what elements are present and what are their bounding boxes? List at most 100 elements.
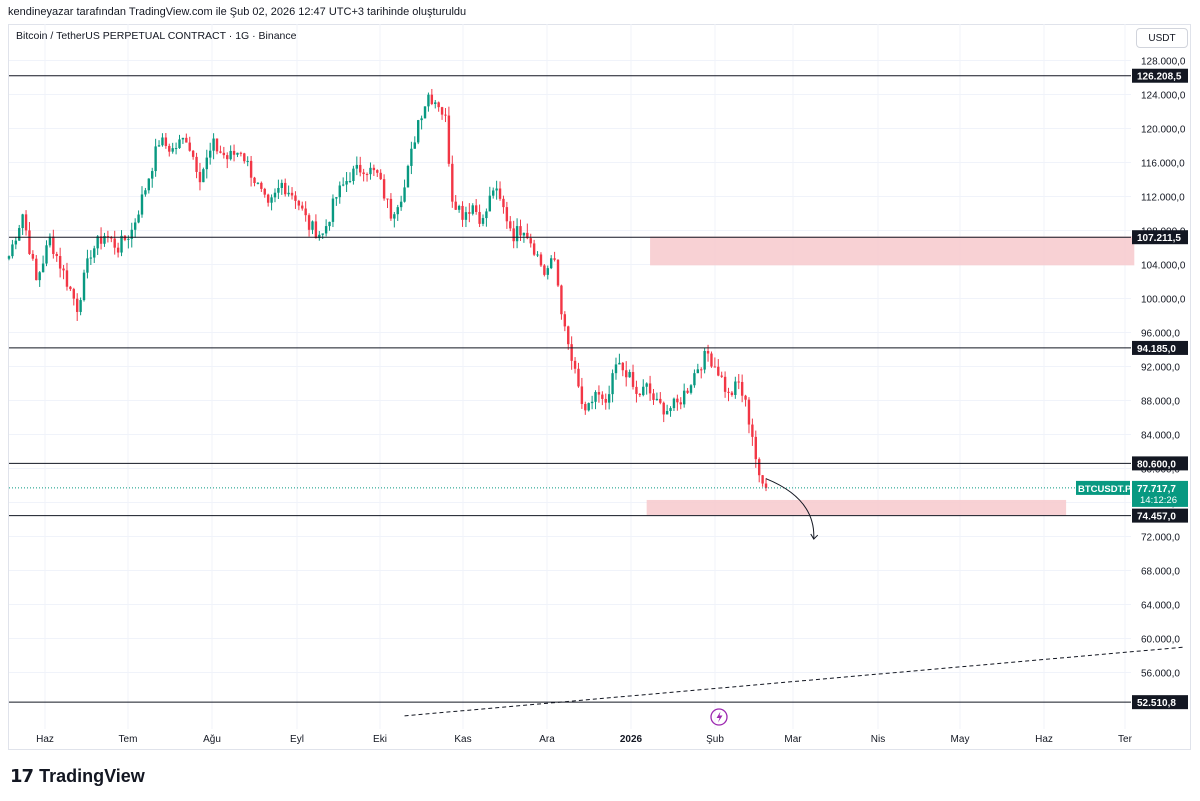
- candle-down: [727, 391, 730, 393]
- candle-up: [21, 214, 24, 229]
- level-price-tag: [1132, 456, 1188, 471]
- candle-down: [376, 170, 379, 173]
- candle-up: [399, 201, 403, 208]
- candle-down: [188, 142, 191, 151]
- candle-up: [655, 398, 659, 400]
- candle-up: [38, 272, 41, 281]
- candle-down: [573, 360, 577, 369]
- time-tick-label: Şub: [706, 734, 724, 745]
- candle-up: [515, 226, 519, 242]
- candle-down: [502, 198, 505, 208]
- time-tick-label: Eki: [373, 734, 387, 745]
- candle-down: [297, 200, 301, 206]
- candle-up: [693, 373, 696, 386]
- candle-up: [318, 234, 321, 239]
- candle-up: [420, 118, 423, 121]
- candle-up: [669, 408, 672, 412]
- level-price-tag: [1132, 508, 1188, 523]
- candle-down: [164, 137, 168, 146]
- candle-up: [645, 383, 648, 387]
- candle-down: [461, 205, 464, 220]
- candle-up: [594, 392, 597, 402]
- candle-up: [11, 244, 14, 257]
- candle-down: [168, 145, 171, 152]
- candle-up: [434, 102, 437, 105]
- time-axis[interactable]: Haz Tem Ağu Eyl Eki Kas Ara 2026 Şub Mar Nis May Haz…: [36, 734, 1133, 745]
- candle-down: [386, 198, 389, 200]
- candle-up: [86, 258, 89, 273]
- candle-down: [226, 155, 229, 160]
- candle-up: [127, 238, 130, 240]
- candle-down: [198, 171, 202, 183]
- candle-up: [396, 207, 399, 215]
- candle-down: [764, 483, 768, 488]
- time-tick-label: Ter: [1118, 734, 1133, 745]
- candle-up: [522, 232, 526, 236]
- candle-down: [362, 172, 365, 175]
- candle-up: [345, 181, 348, 185]
- lightning-circle: [710, 708, 728, 726]
- price-tick-label: 60.000,0: [1141, 635, 1180, 646]
- candle-up: [181, 137, 185, 140]
- candle-up: [417, 120, 420, 143]
- candle-up: [208, 150, 212, 158]
- candle-up: [369, 167, 372, 175]
- candle-up: [93, 248, 96, 258]
- candle-down: [191, 150, 195, 157]
- candle-up: [335, 197, 338, 199]
- candle-down: [52, 236, 55, 254]
- price-axis[interactable]: 128.000,0 124.000,0 120.000,0 116.000,0 112.…: [1141, 57, 1186, 680]
- candle-down: [379, 172, 382, 180]
- candle-down: [35, 258, 38, 281]
- candle-down: [730, 392, 734, 395]
- time-tick-label: Kas: [454, 734, 471, 745]
- candle-up: [413, 142, 416, 149]
- candle-up: [311, 221, 314, 230]
- level-price-label: 107.211,5: [1137, 233, 1181, 244]
- candle-down: [110, 237, 113, 239]
- candle-up: [471, 205, 474, 214]
- tradingview-wordmark: TradingView: [39, 766, 145, 786]
- candle-down: [116, 247, 120, 253]
- price-tick-label: 120.000,0: [1141, 125, 1186, 136]
- candle-up: [410, 148, 413, 166]
- candle-down: [560, 285, 563, 315]
- candle-up: [205, 157, 208, 170]
- candle-down: [710, 353, 713, 367]
- candle-down: [451, 163, 454, 202]
- candle-down: [243, 153, 246, 162]
- candle-up: [481, 218, 485, 224]
- level-price-tag: [1132, 230, 1188, 245]
- candle-up: [423, 106, 427, 119]
- candle-down: [758, 459, 761, 476]
- candle-up: [352, 168, 355, 181]
- candle-up: [614, 364, 618, 374]
- candle-down: [519, 226, 522, 236]
- candle-up: [273, 192, 277, 198]
- candle-down: [266, 194, 270, 203]
- price-tick-label: 128.000,0: [1141, 57, 1186, 68]
- time-tick-label: 2026: [620, 734, 643, 745]
- candle-down: [621, 362, 624, 371]
- last-price-value: 77.717,7: [1137, 484, 1176, 495]
- price-tick-label: 124.000,0: [1141, 91, 1186, 102]
- candle-up: [642, 386, 645, 396]
- tradingview-mark-icon: 17: [10, 766, 34, 787]
- candle-down: [604, 398, 607, 403]
- last-price-tag: [1132, 480, 1188, 507]
- candle-up: [485, 211, 488, 219]
- candle-down: [113, 238, 116, 248]
- lightning-alert-icon[interactable]: [710, 708, 728, 726]
- symbol-title[interactable]: Bitcoin / TetherUS PERPETUAL CONTRACT · …: [16, 30, 297, 42]
- price-tick-label: 56.000,0: [1141, 669, 1180, 680]
- support-resistance-zone: [650, 236, 1135, 266]
- time-tick-label: Haz: [36, 734, 54, 745]
- candle-down: [706, 350, 710, 354]
- currency-button[interactable]: USDT: [1136, 28, 1188, 48]
- candle-up: [587, 403, 590, 411]
- candle-up: [338, 185, 341, 198]
- level-price-tag: [1132, 695, 1188, 710]
- candle-up: [154, 146, 157, 172]
- candle-up: [689, 385, 693, 393]
